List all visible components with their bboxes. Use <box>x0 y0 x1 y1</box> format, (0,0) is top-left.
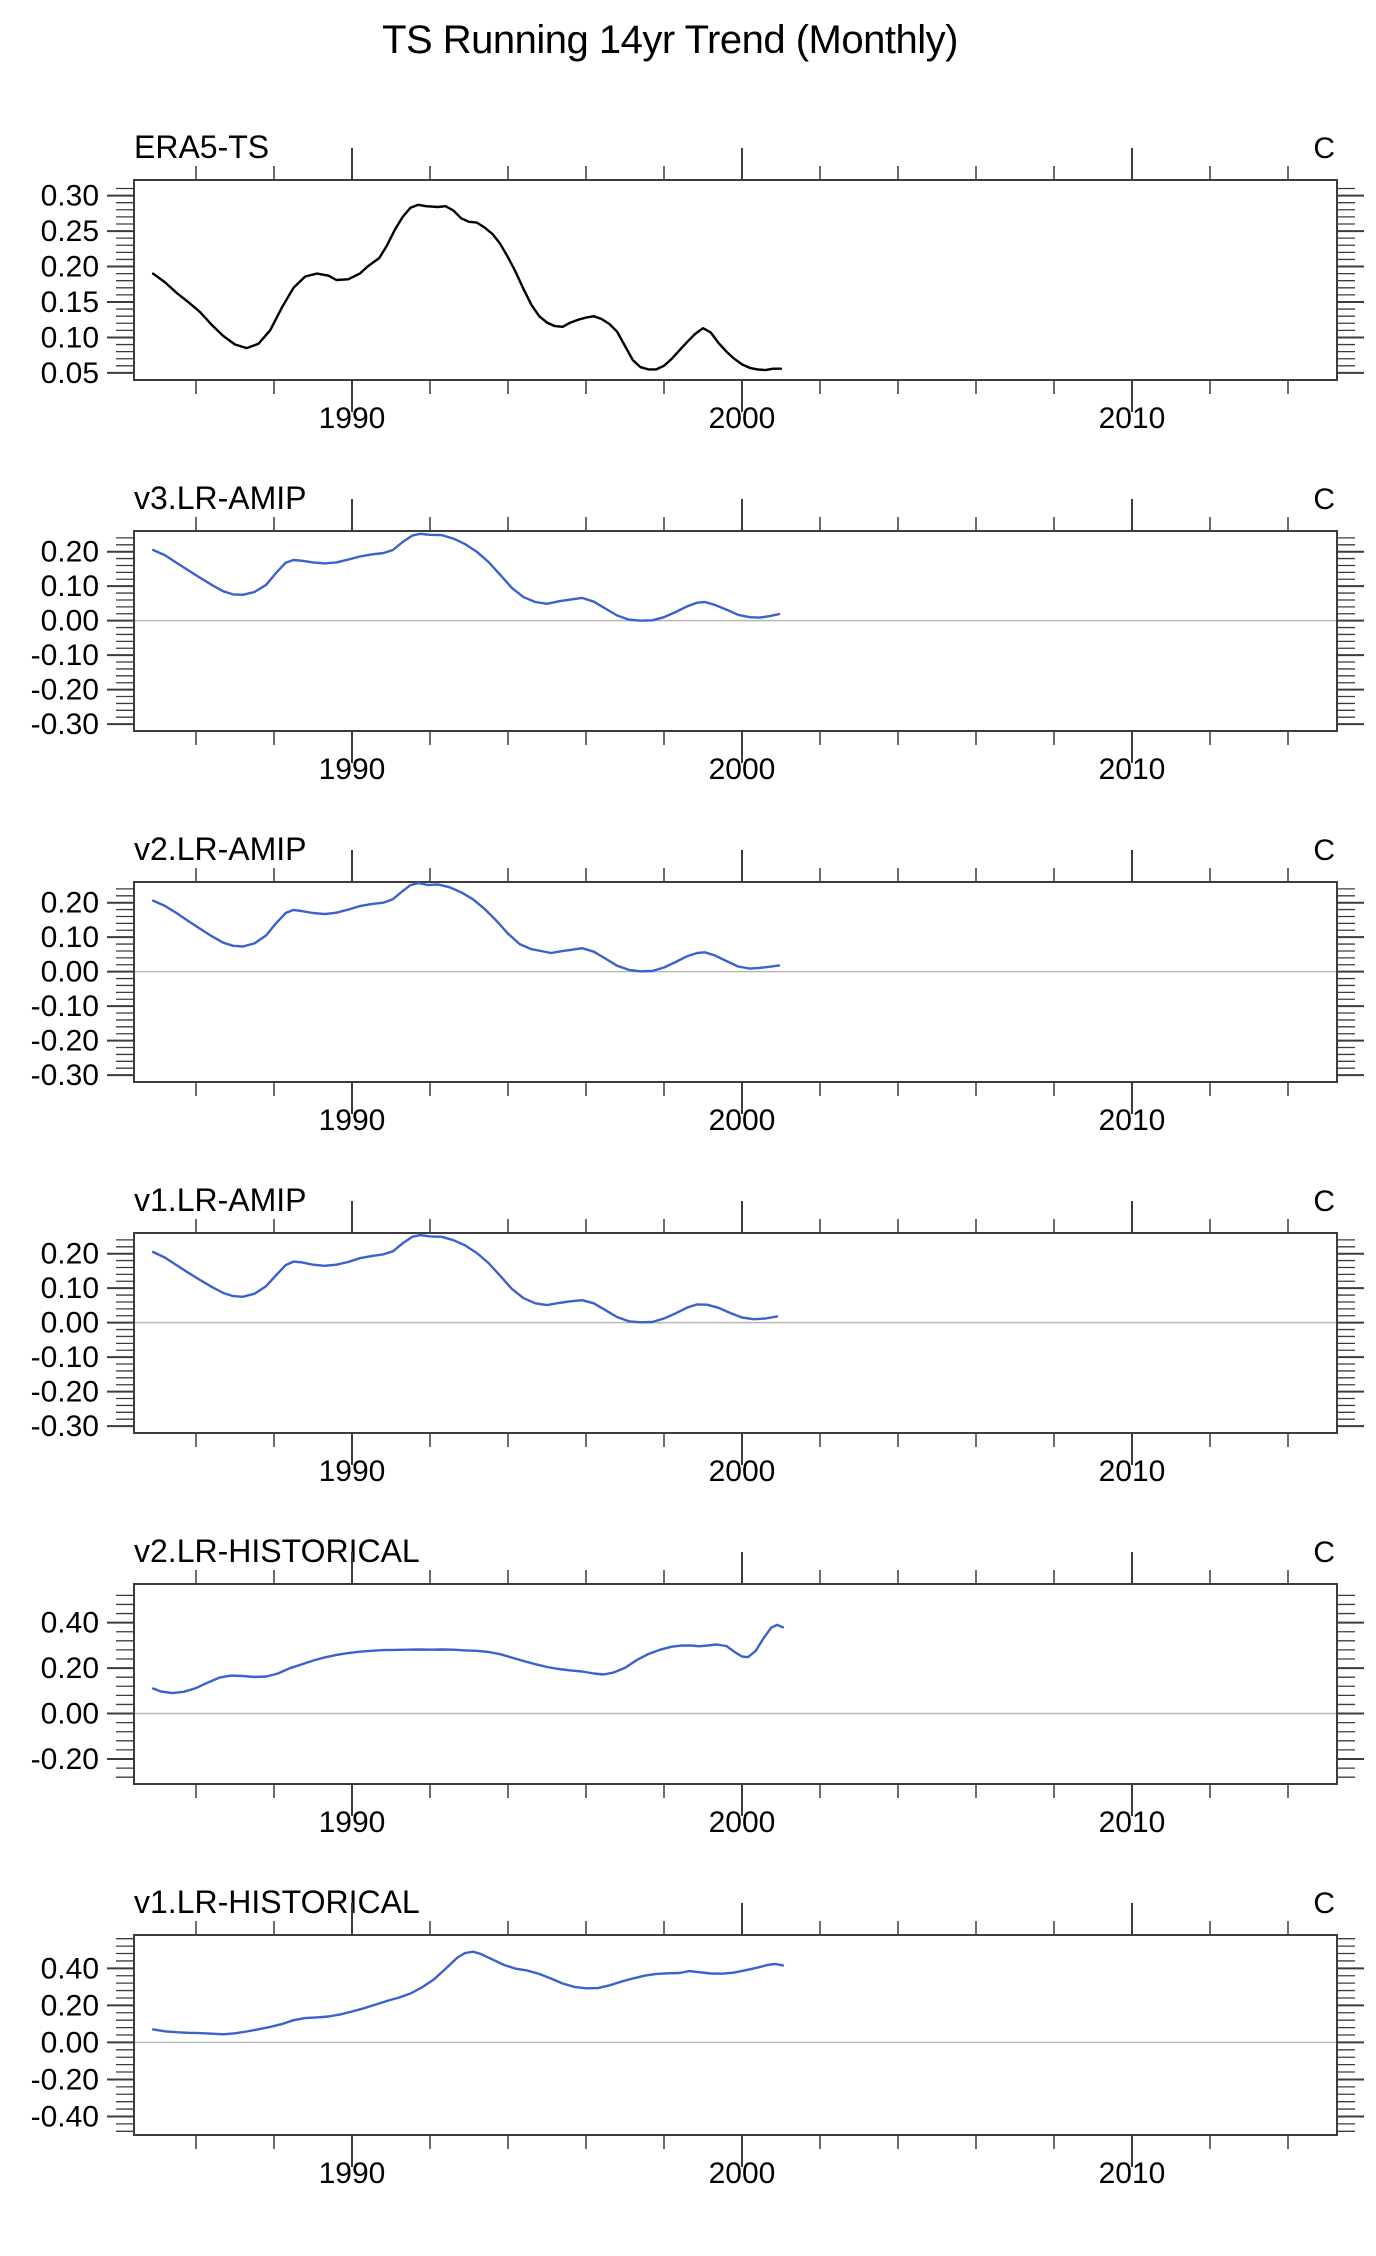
y-tick-label: 0.40 <box>41 1607 99 1640</box>
unit-label: C <box>1313 1536 1335 1569</box>
panel-era5-ts: ERA5-TS C 1990 2000 2010 0.050.100.150.200.25… <box>41 129 1364 435</box>
y-tick-label: 0.10 <box>41 921 99 954</box>
panel-label: v2.LR-AMIP <box>134 831 306 867</box>
data-line <box>151 1233 779 1324</box>
y-tick-label: -0.20 <box>31 2063 99 2096</box>
x-tick-label: 2010 <box>1099 402 1166 435</box>
data-line <box>151 1623 785 1695</box>
y-tick-label: 0.15 <box>41 286 99 319</box>
y-tick-label: -0.40 <box>31 2100 99 2133</box>
panel-v2-lr-historical: v2.LR-HISTORICAL C 1990 2000 2010 -0.20 0.00 0.… <box>31 1533 1364 1839</box>
y-tick-label: 0.20 <box>41 1238 99 1271</box>
y-tick-label: -0.20 <box>31 1376 99 1409</box>
x-tick-label: 2000 <box>709 1455 776 1488</box>
y-tick-label: 0.00 <box>41 1698 99 1731</box>
data-line <box>151 881 781 973</box>
x-tick-label: 1990 <box>319 1104 386 1137</box>
data-line <box>151 532 781 622</box>
y-tick-label: 0.40 <box>41 1952 99 1985</box>
plot-frame <box>133 530 1338 732</box>
x-tick-label: 2010 <box>1099 1806 1166 1839</box>
y-tick-label: -0.10 <box>31 639 99 672</box>
plot-frame <box>133 1583 1338 1785</box>
y-tick-label: -0.30 <box>31 1059 99 1092</box>
panel-label: v1.LR-HISTORICAL <box>134 1884 420 1920</box>
unit-label: C <box>1313 483 1335 516</box>
x-tick-label: 1990 <box>319 1455 386 1488</box>
x-tick-label: 1990 <box>319 1806 386 1839</box>
x-tick-label: 2010 <box>1099 1104 1166 1137</box>
x-tick-label: 1990 <box>319 753 386 786</box>
x-tick-label: 1990 <box>319 402 386 435</box>
panel-label: v3.LR-AMIP <box>134 480 306 516</box>
x-tick-label: 2000 <box>709 753 776 786</box>
x-tick-label: 2000 <box>709 1806 776 1839</box>
y-tick-label: -0.20 <box>31 1743 99 1776</box>
y-tick-label: 0.00 <box>41 1307 99 1340</box>
panel-label: ERA5-TS <box>134 129 269 165</box>
y-tick-label: 0.20 <box>41 1989 99 2022</box>
plot-frame <box>133 179 1338 381</box>
unit-label: C <box>1313 1887 1335 1920</box>
y-tick-label: 0.20 <box>41 1652 99 1685</box>
data-line <box>151 203 783 372</box>
x-tick-label: 2010 <box>1099 753 1166 786</box>
y-tick-label: 0.30 <box>41 180 99 213</box>
x-tick-label: 2010 <box>1099 2157 1166 2190</box>
x-tick-label: 2000 <box>709 1104 776 1137</box>
y-tick-label: 0.10 <box>41 570 99 603</box>
y-tick-label: 0.20 <box>41 887 99 920</box>
y-tick-label: 0.25 <box>41 215 99 248</box>
y-tick-label: -0.20 <box>31 674 99 707</box>
y-tick-label: 0.10 <box>41 321 99 354</box>
y-tick-label: 0.00 <box>41 956 99 989</box>
y-tick-label: 0.20 <box>41 251 99 284</box>
x-tick-label: 2010 <box>1099 1455 1166 1488</box>
y-tick-label: -0.10 <box>31 990 99 1023</box>
x-tick-label: 1990 <box>319 2157 386 2190</box>
y-tick-label: -0.30 <box>31 708 99 741</box>
figure-title: TS Running 14yr Trend (Monthly) <box>382 18 958 62</box>
x-tick-label: 2000 <box>709 2157 776 2190</box>
y-tick-label: -0.20 <box>31 1025 99 1058</box>
panel-label: v2.LR-HISTORICAL <box>134 1533 420 1569</box>
panel-v1-lr-historical: v1.LR-HISTORICAL C 1990 2000 2010 -0.40 -0.20 0… <box>31 1884 1364 2190</box>
unit-label: C <box>1313 834 1335 867</box>
unit-label: C <box>1313 1185 1335 1218</box>
y-tick-label: -0.30 <box>31 1410 99 1443</box>
y-tick-label: 0.10 <box>41 1272 99 1305</box>
unit-label: C <box>1313 132 1335 165</box>
data-line <box>151 1950 785 2036</box>
y-tick-label: 0.20 <box>41 536 99 569</box>
x-tick-label: 2000 <box>709 402 776 435</box>
plot-frame <box>133 881 1338 1083</box>
plot-frame <box>133 1934 1338 2136</box>
panel-label: v1.LR-AMIP <box>134 1182 306 1218</box>
y-tick-label: 0.00 <box>41 605 99 638</box>
y-tick-label: 0.05 <box>41 357 99 390</box>
y-tick-label: -0.10 <box>31 1341 99 1374</box>
plot-frame <box>133 1232 1338 1434</box>
y-tick-label: 0.00 <box>41 2026 99 2059</box>
